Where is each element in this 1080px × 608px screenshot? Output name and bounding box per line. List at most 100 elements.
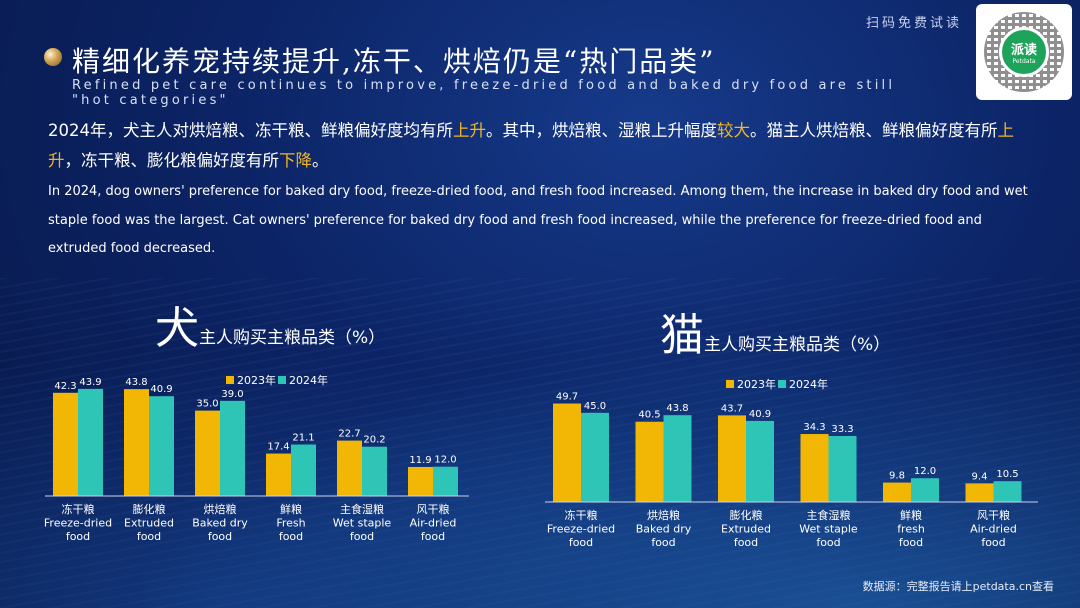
category-label: 主食湿粮 xyxy=(807,508,851,522)
data-label: 12.0 xyxy=(434,455,456,466)
category-label: food xyxy=(734,536,758,549)
bar xyxy=(746,420,774,502)
bar xyxy=(53,392,78,496)
data-label: 33.3 xyxy=(831,424,853,435)
qr-logo-text: 派读 xyxy=(1010,43,1037,58)
category-label: Baked dry xyxy=(192,517,248,530)
legend-label: 2023年 xyxy=(737,377,776,391)
data-label: 43.8 xyxy=(666,403,688,414)
data-label: 17.4 xyxy=(267,442,289,453)
bar xyxy=(433,466,458,496)
cat-chart-title: 猫主人购买主粮品类（%） xyxy=(660,299,890,363)
page-title: 精细化养宠持续提升,冻干、烘焙仍是“热门品类” xyxy=(72,45,716,78)
description-chinese: 2024年，犬主人对烘焙粮、冻干粮、鲜粮偏好度均有所上升。其中，烘焙粮、湿粮上升… xyxy=(48,116,1038,176)
bar xyxy=(337,440,362,496)
highlight-text: 上升 xyxy=(453,121,486,140)
cat-bar-chart: 2023年 2024年49.745.0冻干粮Freeze-driedfood40.… xyxy=(545,377,1038,549)
description-segment: 2024年，犬主人对烘焙粮、冻干粮、鲜粮偏好度均有所 xyxy=(48,121,453,140)
bar xyxy=(581,412,609,502)
category-label: Air-dried xyxy=(970,523,1017,536)
data-label: 43.7 xyxy=(721,403,743,414)
data-label: 10.5 xyxy=(996,469,1018,480)
description-segment: 。其中，烘焙粮、湿粮上升幅度 xyxy=(486,121,717,140)
data-label: 43.8 xyxy=(125,377,147,388)
title-bullet-icon xyxy=(44,48,62,66)
bar xyxy=(993,481,1022,502)
page-title-english: Refined pet care continues to improve, f… xyxy=(72,78,896,108)
cat-chart-title-rest: 主人购买主粮品类（%） xyxy=(704,335,891,355)
bar xyxy=(828,436,857,502)
bar xyxy=(291,444,316,496)
category-label: food xyxy=(569,536,593,549)
data-label: 45.0 xyxy=(584,401,606,412)
category-label: food xyxy=(421,530,445,543)
bar xyxy=(149,396,174,496)
dog-chart-title: 犬主人购买主粮品类（%） xyxy=(155,292,385,356)
bar xyxy=(266,453,291,496)
bar xyxy=(124,389,149,496)
legend-swatch xyxy=(278,376,286,384)
data-label: 21.1 xyxy=(292,433,314,444)
category-label: food xyxy=(137,530,161,543)
legend-swatch xyxy=(778,380,786,388)
data-label: 35.0 xyxy=(196,399,218,410)
data-label: 40.5 xyxy=(638,410,660,421)
category-label: Freeze-dried xyxy=(44,517,112,530)
legend-label: 2024年 xyxy=(289,373,328,387)
category-label: 冻干粮 xyxy=(62,502,95,516)
category-label: 烘焙粮 xyxy=(204,502,237,516)
wave-background xyxy=(0,278,1080,608)
description-segment: ，冻干粮、膨化粮偏好度有所 xyxy=(64,151,280,170)
category-label: food xyxy=(651,536,675,549)
category-label: 膨化粮 xyxy=(133,502,166,516)
highlight-text: 较大 xyxy=(717,121,750,140)
highlight-text: 下降 xyxy=(279,151,312,170)
legend-swatch xyxy=(226,376,234,384)
category-label: Wet staple xyxy=(333,517,392,530)
qr-code[interactable]: 派读 Petdata xyxy=(976,4,1072,100)
category-label: food xyxy=(66,530,90,543)
data-label: 40.9 xyxy=(150,384,172,395)
category-label: fresh xyxy=(897,523,925,536)
bar xyxy=(408,466,433,496)
category-label: 风干粮 xyxy=(977,508,1010,522)
bar xyxy=(965,483,994,502)
bar xyxy=(883,482,911,502)
bar xyxy=(911,478,939,502)
data-label: 22.7 xyxy=(338,429,360,440)
category-label: food xyxy=(899,536,923,549)
category-label: food xyxy=(981,536,1005,549)
category-label: food xyxy=(279,530,303,543)
data-label: 42.3 xyxy=(54,381,76,392)
cat-chart-title-big: 猫 xyxy=(660,310,704,361)
category-label: Baked dry xyxy=(636,523,692,536)
dog-chart-title-rest: 主人购买主粮品类（%） xyxy=(199,328,386,348)
data-label: 11.9 xyxy=(409,455,431,466)
data-label: 40.9 xyxy=(749,409,771,420)
qr-logo-sub: Petdata xyxy=(1012,58,1036,65)
legend-label: 2023年 xyxy=(237,373,276,387)
data-label: 39.0 xyxy=(221,389,243,400)
bar xyxy=(78,388,103,496)
bar xyxy=(553,403,581,502)
category-label: Extruded xyxy=(124,517,174,530)
category-label: 膨化粮 xyxy=(730,508,763,522)
bar xyxy=(718,415,746,502)
category-label: food xyxy=(350,530,374,543)
bar xyxy=(362,446,387,496)
bar xyxy=(195,410,220,496)
category-label: 鲜粮 xyxy=(280,502,302,516)
category-label: Air-dried xyxy=(410,517,457,530)
scan-free-trial-text: 扫码免费试读 xyxy=(865,16,962,31)
bar xyxy=(635,421,664,502)
highlight-text: 上升 xyxy=(48,121,1014,170)
dog-chart-title-big: 犬 xyxy=(155,303,199,354)
category-label: Wet staple xyxy=(799,523,858,536)
data-label: 9.8 xyxy=(889,471,905,482)
legend-label: 2024年 xyxy=(789,377,828,391)
data-label: 34.3 xyxy=(803,422,825,433)
bar xyxy=(220,400,245,496)
data-label: 20.2 xyxy=(363,435,385,446)
description-segment: 。猫主人烘焙粮、鲜粮偏好度有所 xyxy=(750,121,998,140)
